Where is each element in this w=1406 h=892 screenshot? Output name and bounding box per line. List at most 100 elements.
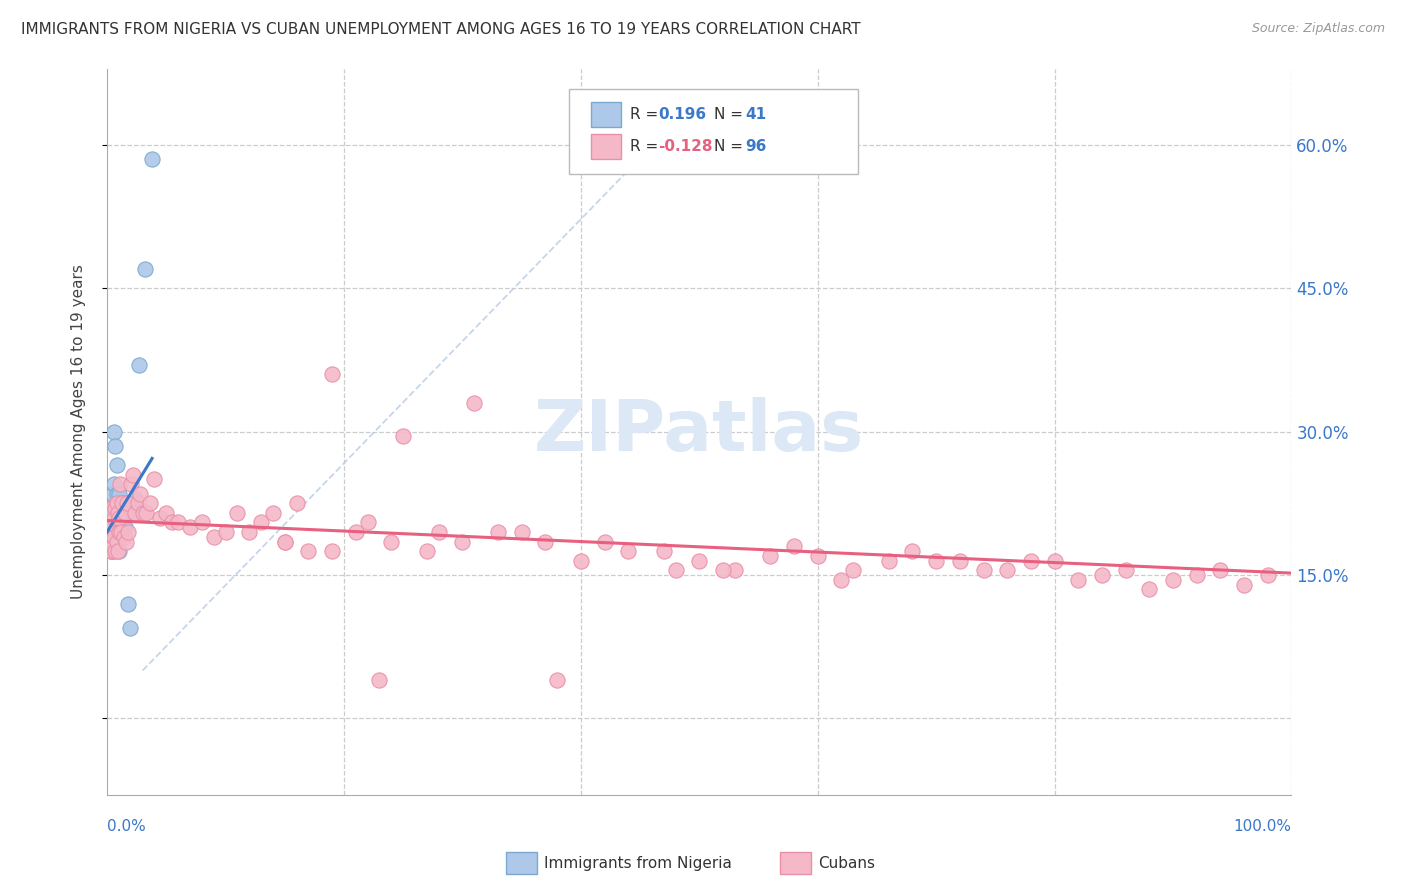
Point — [134, 262, 156, 277]
Text: Source: ZipAtlas.com: Source: ZipAtlas.com — [1251, 22, 1385, 36]
Point — [101, 524, 124, 539]
Point — [877, 554, 900, 568]
Point — [1067, 573, 1090, 587]
Point — [925, 554, 948, 568]
Point — [510, 524, 533, 539]
Point — [105, 534, 128, 549]
Y-axis label: Unemployment Among Ages 16 to 19 years: Unemployment Among Ages 16 to 19 years — [72, 264, 86, 599]
Point — [652, 544, 675, 558]
Point — [416, 544, 439, 558]
Point — [321, 368, 343, 382]
Point — [104, 530, 127, 544]
Point — [131, 506, 153, 520]
Point — [427, 524, 450, 539]
Point — [111, 496, 134, 510]
Point — [842, 563, 865, 577]
Point — [995, 563, 1018, 577]
Point — [128, 358, 150, 372]
Point — [124, 491, 146, 506]
Text: 0.196: 0.196 — [658, 107, 706, 121]
Point — [179, 520, 201, 534]
Point — [101, 506, 124, 520]
Point — [127, 496, 149, 510]
Point — [108, 530, 131, 544]
Point — [117, 524, 139, 539]
Point — [104, 506, 127, 520]
Point — [1233, 577, 1256, 591]
Point — [1115, 563, 1137, 577]
Point — [711, 563, 734, 577]
Point — [112, 530, 135, 544]
Point — [143, 472, 166, 486]
Point — [100, 516, 122, 530]
Point — [135, 506, 157, 520]
Point — [321, 544, 343, 558]
Point — [688, 554, 710, 568]
Point — [108, 487, 131, 501]
Point — [104, 544, 127, 558]
Point — [107, 496, 129, 510]
Point — [108, 524, 131, 539]
Point — [1161, 573, 1184, 587]
Point — [274, 534, 297, 549]
Point — [297, 544, 319, 558]
Text: IMMIGRANTS FROM NIGERIA VS CUBAN UNEMPLOYMENT AMONG AGES 16 TO 19 YEARS CORRELAT: IMMIGRANTS FROM NIGERIA VS CUBAN UNEMPLO… — [21, 22, 860, 37]
Point — [101, 530, 124, 544]
Point — [149, 510, 172, 524]
Point — [101, 544, 124, 558]
Point — [155, 506, 177, 520]
Point — [101, 501, 124, 516]
Point — [226, 506, 249, 520]
Point — [830, 573, 852, 587]
Point — [105, 458, 128, 472]
Point — [112, 510, 135, 524]
Point — [1257, 568, 1279, 582]
Point — [103, 530, 125, 544]
Point — [108, 544, 131, 558]
Point — [1185, 568, 1208, 582]
Point — [101, 501, 124, 516]
Point — [129, 487, 152, 501]
Point — [98, 534, 121, 549]
Point — [344, 524, 367, 539]
Point — [546, 673, 568, 687]
Point — [122, 506, 145, 520]
Point — [368, 673, 391, 687]
Point — [1019, 554, 1042, 568]
Point — [98, 501, 121, 516]
Point — [118, 621, 141, 635]
Text: ZIPatlas: ZIPatlas — [534, 397, 865, 467]
Point — [110, 506, 132, 520]
Point — [104, 501, 127, 516]
Text: Cubans: Cubans — [818, 856, 876, 871]
Point — [1209, 563, 1232, 577]
Point — [111, 496, 134, 510]
Point — [285, 496, 308, 510]
Point — [108, 501, 131, 516]
Point — [101, 534, 124, 549]
Point — [451, 534, 474, 549]
Point — [1043, 554, 1066, 568]
Point — [238, 524, 260, 539]
Text: 41: 41 — [745, 107, 766, 121]
Text: R =: R = — [630, 107, 664, 121]
Point — [100, 506, 122, 520]
Point — [107, 544, 129, 558]
Point — [124, 506, 146, 520]
Point — [486, 524, 509, 539]
Point — [901, 544, 924, 558]
Point — [569, 554, 592, 568]
Point — [191, 516, 214, 530]
Point — [138, 496, 160, 510]
Point — [160, 516, 183, 530]
Text: 96: 96 — [745, 139, 766, 153]
Text: 0.0%: 0.0% — [107, 819, 146, 834]
Point — [108, 510, 131, 524]
Text: N =: N = — [714, 139, 748, 153]
Point — [107, 510, 129, 524]
Point — [120, 477, 142, 491]
Point — [724, 563, 747, 577]
Point — [100, 544, 122, 558]
Point — [122, 467, 145, 482]
Point — [807, 549, 830, 563]
